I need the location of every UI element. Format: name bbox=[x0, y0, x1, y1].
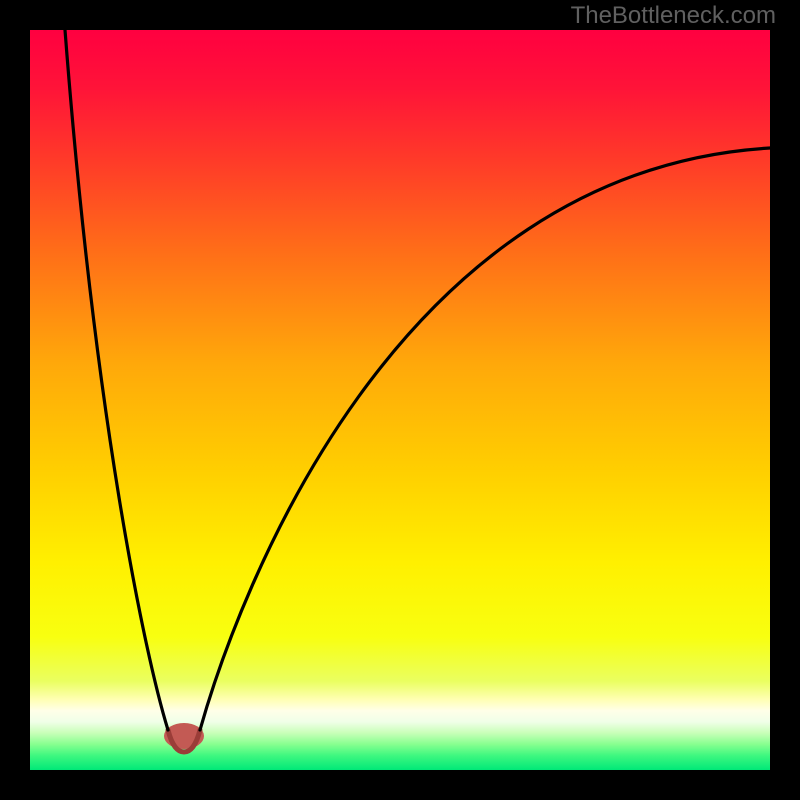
curve-left-branch bbox=[65, 30, 168, 730]
curve-layer bbox=[0, 0, 800, 800]
chart-container: TheBottleneck.com bbox=[0, 0, 800, 800]
curve-right-branch bbox=[200, 148, 770, 730]
watermark-text: TheBottleneck.com bbox=[571, 2, 776, 30]
